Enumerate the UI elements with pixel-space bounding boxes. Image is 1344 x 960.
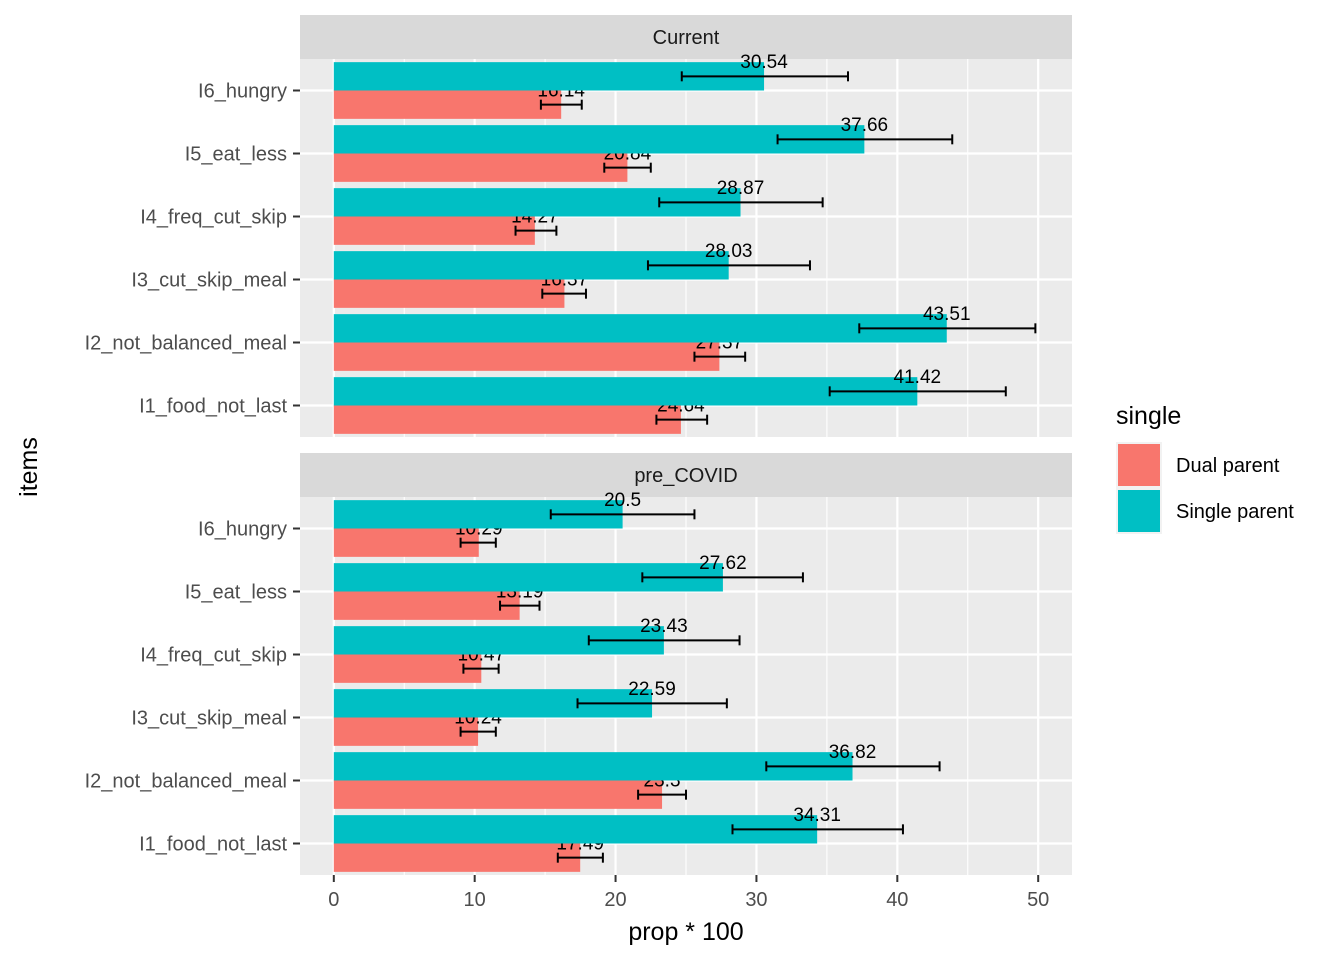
x-tick-label: 40 <box>886 889 908 911</box>
data-label: 41.42 <box>894 367 942 388</box>
bar-dual-parent <box>333 153 628 182</box>
x-axis-title: prop * 100 <box>628 918 743 946</box>
facet-panel-pre_COVID: pre_COVID17.4923.310.2410.4713.1910.2934… <box>85 453 1072 875</box>
bar-dual-parent <box>333 843 581 872</box>
x-tick-label: 0 <box>328 889 339 911</box>
y-tick-label: I3_cut_skip_meal <box>131 270 287 292</box>
y-tick-label: I1_food_not_last <box>139 834 287 856</box>
x-tick-label: 30 <box>745 889 767 911</box>
y-tick-label: I4_freq_cut_skip <box>140 207 287 229</box>
y-tick-label: I5_eat_less <box>185 582 287 604</box>
bar-single-parent <box>333 377 918 406</box>
legend-key-swatch <box>1118 490 1160 532</box>
facet-strip-label: pre_COVID <box>634 465 737 487</box>
panels-layer: Current24.6427.3716.3714.2720.8416.1441.… <box>85 15 1072 875</box>
data-label: 34.31 <box>793 805 841 826</box>
y-tick-label: I5_eat_less <box>185 144 287 166</box>
bar-dual-parent <box>333 654 482 683</box>
y-tick-label: I3_cut_skip_meal <box>131 708 287 730</box>
bar-dual-parent <box>333 90 562 119</box>
facet-strip-label: Current <box>653 27 720 49</box>
data-label: 37.66 <box>841 115 889 136</box>
y-tick-label: I1_food_not_last <box>139 396 287 418</box>
data-label: 28.03 <box>705 241 753 262</box>
y-tick-label: I2_not_balanced_meal <box>85 771 287 793</box>
y-tick-label: I2_not_balanced_meal <box>85 333 287 355</box>
bar-dual-parent <box>333 591 520 620</box>
data-label: 30.54 <box>740 52 788 73</box>
x-axis: 0 10 20 30 40 50 <box>328 875 1049 911</box>
facet-panel-Current: Current24.6427.3716.3714.2720.8416.1441.… <box>85 15 1072 437</box>
data-label: 27.62 <box>699 553 747 574</box>
y-tick-label: I6_hungry <box>198 519 287 541</box>
y-axis-title: items <box>15 437 43 497</box>
data-label: 23.43 <box>640 616 688 637</box>
legend-title: single <box>1116 402 1181 430</box>
facet-strip <box>300 15 1072 59</box>
x-tick-label: 20 <box>604 889 626 911</box>
bar-dual-parent <box>333 717 479 746</box>
data-label: 20.5 <box>604 490 641 511</box>
x-tick-label: 50 <box>1027 889 1049 911</box>
data-label: 22.59 <box>628 679 676 700</box>
bar-dual-parent <box>333 405 681 434</box>
y-tick-label: I6_hungry <box>198 81 287 103</box>
legend: single Dual parent Single parent <box>1116 402 1294 534</box>
bar-single-parent <box>333 314 947 343</box>
data-label: 28.87 <box>717 178 765 199</box>
bar-dual-parent <box>333 216 535 245</box>
data-label: 36.82 <box>829 742 877 763</box>
bar-dual-parent <box>333 342 720 371</box>
data-label: 43.51 <box>923 304 971 325</box>
legend-entry-label: Dual parent <box>1176 455 1280 477</box>
bar-dual-parent <box>333 528 479 557</box>
bar-dual-parent <box>333 780 663 809</box>
bar-dual-parent <box>333 279 565 308</box>
x-tick-label: 10 <box>464 889 486 911</box>
y-tick-label: I4_freq_cut_skip <box>140 645 287 667</box>
bar-single-parent <box>333 125 865 154</box>
facet-strip <box>300 453 1072 497</box>
legend-key-swatch <box>1118 444 1160 486</box>
legend-entry-label: Single parent <box>1176 501 1294 523</box>
